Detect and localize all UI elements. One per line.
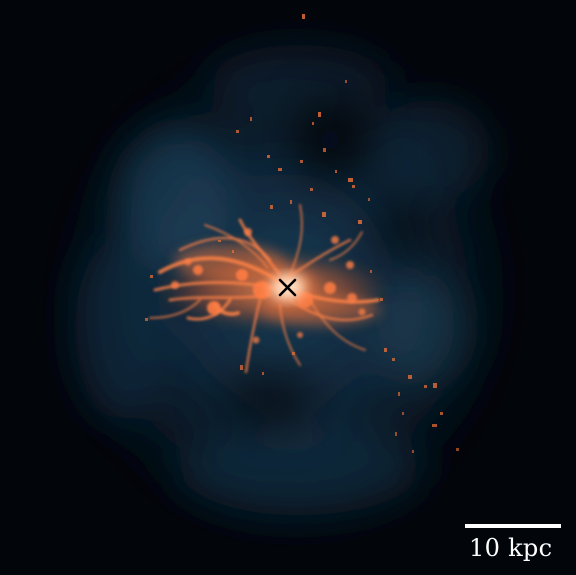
void-layer [200,80,440,445]
scalebar-line [465,524,561,528]
gas-specks [145,14,459,453]
gas-filaments [149,204,380,374]
scalebar-label: 10 kpc [469,534,553,562]
x-mark-icon [278,278,297,297]
gas-clumps [171,228,366,344]
